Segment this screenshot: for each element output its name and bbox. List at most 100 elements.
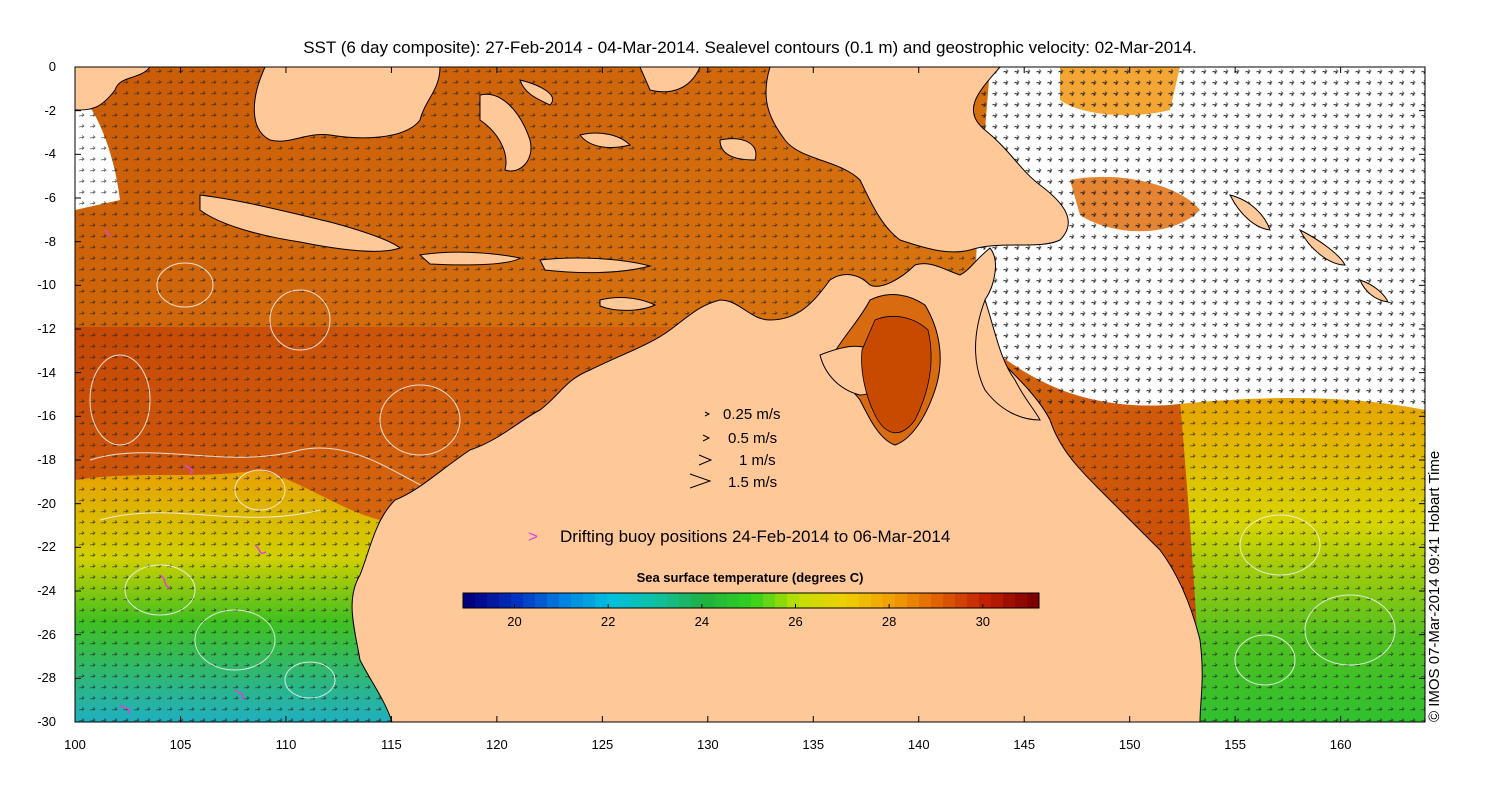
lon-tick-label: 130 (696, 737, 719, 752)
colorbar-swatches (463, 593, 1040, 608)
velocity-legend: 0.25 m/s 0.5 m/s 1 m/s 1.5 m/s (689, 406, 781, 491)
latitude-axis: 0 -2 -4 -6 -8 -10 -12 -14 -16 -18 -20 -22 -24 -26 -28 -… (0, 0, 64, 790)
velocity-legend-label: 0.25 m/s (723, 406, 781, 423)
colorbar-swatch (583, 593, 596, 608)
colorbar-swatch (739, 593, 752, 608)
lat-tick-label: -12 (37, 321, 56, 336)
colorbar-swatch (595, 593, 608, 608)
colorbar-swatch (607, 593, 620, 608)
lat-tick-label: -30 (37, 714, 56, 729)
colorbar-swatch (655, 593, 668, 608)
colorbar-title: Sea surface temperature (degrees C) (637, 570, 864, 585)
colorbar-swatch (1015, 593, 1028, 608)
colorbar-swatch (895, 593, 908, 608)
lon-tick-label: 115 (381, 737, 402, 752)
colorbar-swatch (811, 593, 824, 608)
colorbar-swatch (943, 593, 956, 608)
colorbar-swatch (631, 593, 644, 608)
map-title: SST (6 day composite): 27-Feb-2014 - 04-… (303, 38, 1197, 57)
lon-tick-label: 155 (1224, 737, 1247, 752)
velocity-arrow-icon (704, 411, 711, 417)
colorbar-swatch (967, 593, 980, 608)
colorbar-swatch (979, 593, 992, 608)
colorbar-tick-label: 20 (507, 614, 521, 629)
colorbar-swatch (883, 593, 896, 608)
lat-tick-label: -26 (37, 626, 56, 642)
colorbar-swatch (523, 593, 536, 608)
lon-tick-label: 100 (64, 737, 86, 752)
lat-tick-label: -24 (37, 583, 56, 598)
lat-tick-label: -18 (37, 452, 56, 467)
buoy-marker-icon: > (528, 527, 538, 546)
colorbar-swatch (775, 593, 788, 608)
lat-tick-label: -20 (37, 495, 56, 511)
lon-tick-label: 140 (907, 737, 930, 752)
colorbar-swatch (835, 593, 848, 608)
colorbar-swatch (463, 593, 476, 608)
map-plot-area (75, 67, 1425, 722)
velocity-legend-item-4: 1.5 m/s (689, 473, 777, 491)
lon-tick-label: 125 (591, 737, 614, 752)
colorbar-swatch (715, 593, 728, 608)
velocity-legend-label: 0.5 m/s (728, 430, 777, 447)
colorbar-swatch (619, 593, 632, 608)
colorbar-swatch (751, 593, 764, 608)
colorbar-swatch (787, 593, 800, 608)
colorbar-tick-label: 30 (976, 614, 990, 629)
colorbar-swatch (727, 593, 740, 608)
buoy-legend-label: Drifting buoy positions 24-Feb-2014 to 0… (560, 527, 950, 546)
lon-tick-label: 150 (1118, 737, 1141, 752)
velocity-legend-item-3: 1 m/s (698, 452, 776, 469)
colorbar-swatch (703, 593, 716, 608)
colorbar-swatch (1027, 593, 1040, 608)
lat-tick-label: -16 (37, 408, 56, 424)
colorbar-swatch (847, 593, 860, 608)
velocity-legend-item-2: 0.5 m/s (702, 430, 777, 447)
colorbar-swatch (643, 593, 656, 608)
colorbar-swatch (871, 593, 884, 608)
lat-tick-label: 0 (48, 59, 56, 74)
velocity-arrow-icon (698, 454, 713, 466)
lon-tick-label: 105 (169, 737, 192, 752)
lon-tick-label: 110 (275, 737, 297, 752)
colorbar-swatch (691, 593, 704, 608)
velocity-legend-item-1: 0.25 m/s (704, 406, 781, 423)
colorbar: Sea surface temperature (degrees C) 20 22… (462, 570, 1040, 629)
colorbar-swatch (763, 593, 776, 608)
colorbar-tick-label: 28 (882, 614, 896, 629)
lat-tick-label: -14 (37, 364, 56, 380)
colorbar-swatch (799, 593, 812, 608)
colorbar-swatch (547, 593, 560, 608)
lon-tick-label: 160 (1329, 737, 1352, 752)
colorbar-swatch (475, 593, 488, 608)
colorbar-swatch (991, 593, 1004, 608)
colorbar-swatch (499, 593, 512, 608)
lon-tick-label: 120 (486, 737, 508, 752)
colorbar-ticks: 20 22 24 26 28 30 (507, 604, 990, 629)
colorbar-swatch (907, 593, 920, 608)
colorbar-swatch (571, 593, 584, 608)
colorbar-swatch (823, 593, 836, 608)
gulf-of-carpentaria (861, 316, 932, 433)
colorbar-tick-label: 22 (601, 614, 615, 629)
colorbar-tick-label: 26 (788, 614, 802, 629)
lat-tick-label: -8 (44, 233, 56, 249)
colorbar-tick-label: 24 (695, 614, 709, 629)
velocity-legend-label: 1.5 m/s (728, 474, 777, 491)
axis-tick-marks (74, 66, 1425, 723)
velocity-legend-label: 1 m/s (739, 452, 776, 469)
colorbar-swatch (511, 593, 524, 608)
velocity-arrow-icon (689, 473, 712, 489)
lat-tick-label: -2 (44, 102, 56, 118)
colorbar-swatch (559, 593, 572, 608)
colorbar-swatch (679, 593, 692, 608)
buoy-legend: > Drifting buoy positions 24-Feb-2014 to… (528, 527, 950, 546)
lat-tick-label: -28 (37, 670, 56, 686)
colorbar-swatch (667, 593, 680, 608)
lat-tick-label: -6 (44, 190, 56, 205)
colorbar-swatch (931, 593, 944, 608)
velocity-arrow-icon (702, 434, 711, 442)
lon-tick-label: 135 (802, 737, 825, 752)
colorbar-swatch (955, 593, 968, 608)
